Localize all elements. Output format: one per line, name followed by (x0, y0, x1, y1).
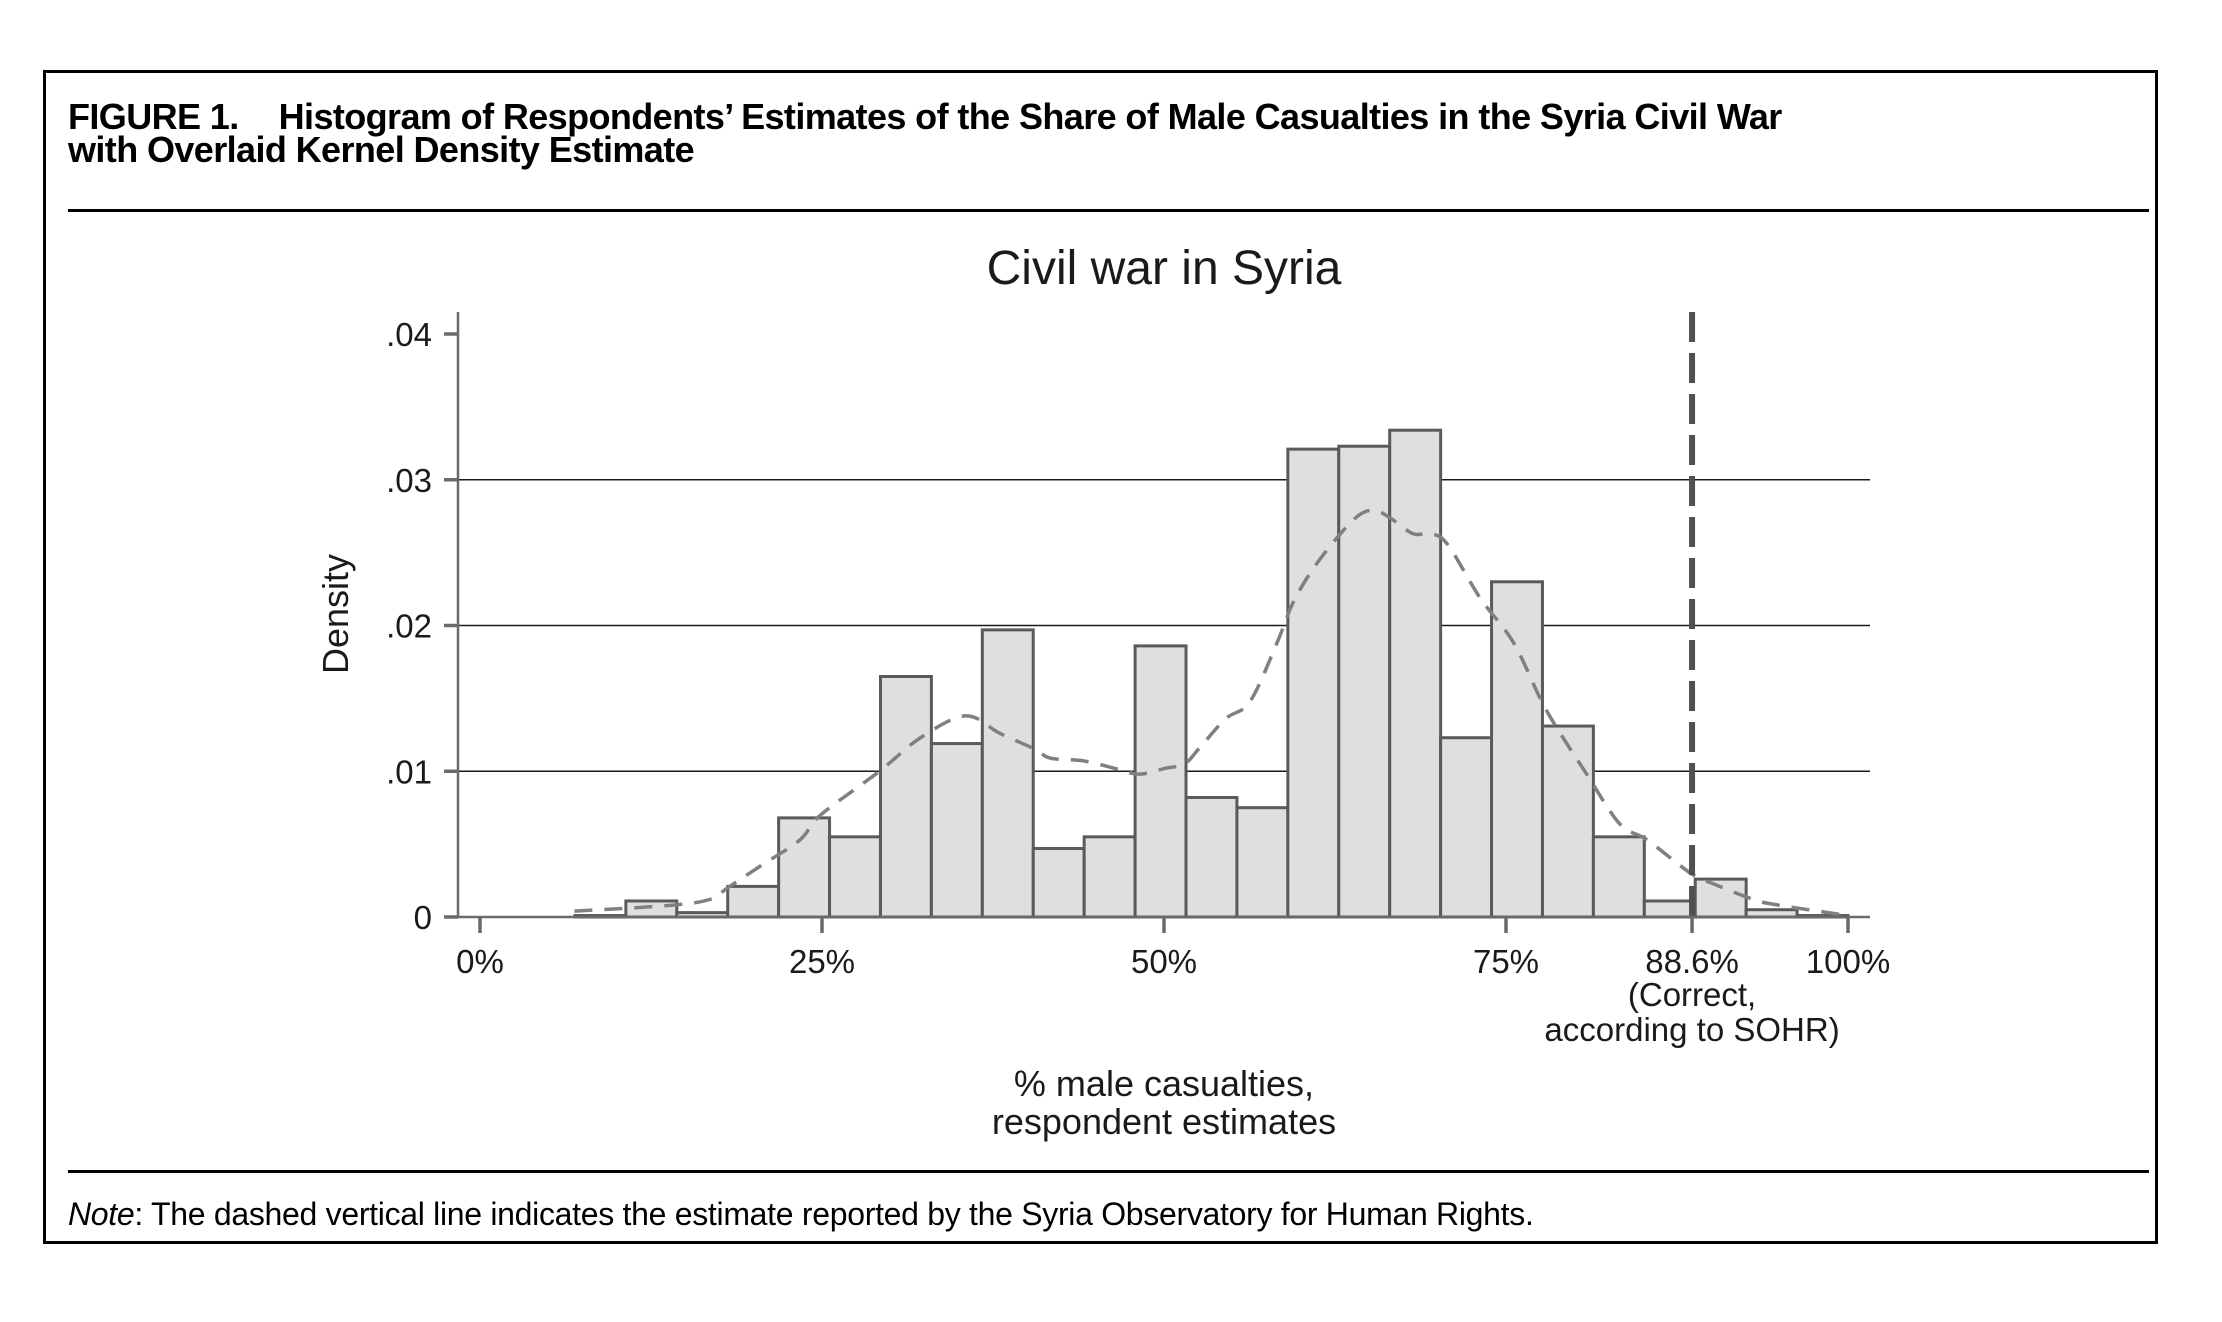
histogram-bar (878, 675, 933, 919)
histogram-bar (726, 884, 781, 919)
x-axis-title-line-2: respondent estimates (992, 1101, 1336, 1142)
figure-title-text: Histogram of Respondents’ Estimates of t… (278, 96, 1783, 137)
y-tick-label: .04 (386, 316, 432, 353)
x-tick-label: 88.6% (1645, 943, 1739, 980)
kde-curve-group (574, 508, 1849, 918)
figure-title: FIGURE 1. Histogram of Respondents’ Estim… (68, 96, 2148, 170)
note-rule (68, 1170, 2149, 1173)
y-tick-label: 0 (414, 899, 432, 936)
histogram-bar (777, 816, 832, 919)
histogram-bars (573, 428, 1850, 919)
histogram-bar (1286, 447, 1341, 919)
figure-note: Note: The dashed vertical line indicates… (68, 1196, 1534, 1233)
axes (444, 312, 1870, 919)
x-axis-title-line-1: % male casualties, (1014, 1063, 1314, 1104)
x-tick-label: 25% (789, 943, 855, 980)
chart-title: Civil war in Syria (987, 242, 1342, 295)
y-axis-ticks: 0 .01 .02 .03 .04 (386, 316, 458, 936)
note-text: : The dashed vertical line indicates the… (134, 1196, 1534, 1232)
histogram-bar (1235, 806, 1290, 919)
histogram-bar (929, 742, 984, 919)
x-tick-sublabel: (Correct, (1628, 976, 1756, 1013)
note-label: Note (68, 1196, 135, 1232)
histogram-bar (1540, 724, 1595, 919)
x-tick-label: 100% (1806, 943, 1890, 980)
figure-number: FIGURE 1. (68, 96, 239, 137)
histogram-bar (1031, 846, 1086, 919)
x-tick-label: 50% (1131, 943, 1197, 980)
header-rule (68, 209, 2149, 212)
histogram-bar (1388, 428, 1443, 919)
x-tick-sublabel: according to SOHR) (1544, 1011, 1839, 1048)
y-tick-label: .01 (386, 753, 432, 790)
histogram-bar (828, 835, 882, 919)
y-tick-label: .03 (386, 462, 432, 499)
x-tick-label: 0% (456, 943, 504, 980)
histogram-bar (1591, 835, 1646, 919)
y-axis-title: Density (315, 554, 356, 674)
histogram-bar (1642, 899, 1697, 919)
histogram-bar (1337, 444, 1392, 919)
figure-frame (43, 70, 2158, 1244)
histogram-bar (1184, 795, 1239, 919)
histogram-bar (624, 899, 679, 919)
histogram-bar (1133, 644, 1188, 919)
y-tick-label: .02 (386, 608, 432, 645)
histogram-bar (980, 628, 1035, 919)
histogram-bar (1082, 835, 1137, 919)
figure-title-line-2: with Overlaid Kernel Density Estimate (68, 129, 695, 170)
x-axis-ticks: 0% 25% 50% 75% 88.6%(Correct,according to SO… (456, 917, 1890, 1048)
kde-curve (574, 508, 1849, 918)
histogram-bar (1693, 877, 1748, 919)
x-tick-label: 75% (1473, 943, 1539, 980)
histogram-bar (1439, 736, 1494, 919)
figure-title-line-1: FIGURE 1. Histogram of Respondents’ Estim… (68, 96, 2148, 137)
histogram-bar (1490, 580, 1544, 919)
